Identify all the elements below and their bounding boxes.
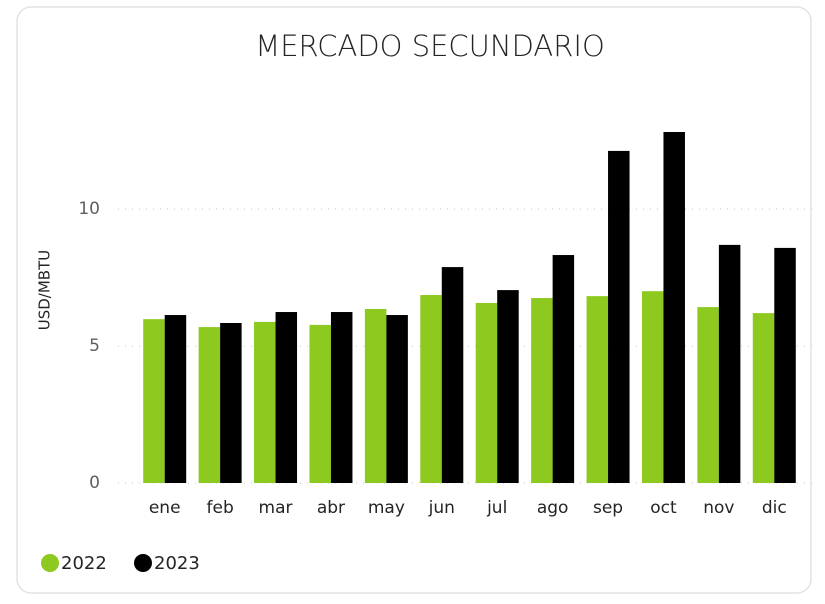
bar bbox=[531, 298, 553, 483]
bar bbox=[697, 307, 719, 483]
x-tick-label: dic bbox=[762, 498, 787, 518]
bar bbox=[752, 313, 775, 483]
bar bbox=[164, 315, 187, 483]
bar bbox=[364, 309, 387, 483]
bar bbox=[143, 319, 165, 483]
legend-marker bbox=[134, 554, 152, 572]
bar bbox=[309, 324, 331, 483]
bar bbox=[198, 327, 221, 483]
y-tick-label: 10 bbox=[78, 199, 100, 219]
legend-label: 2022 bbox=[61, 553, 107, 574]
x-tick-label: jun bbox=[428, 498, 455, 518]
x-tick-label: oct bbox=[650, 498, 677, 518]
bar bbox=[386, 315, 408, 483]
bar bbox=[552, 255, 575, 483]
chart-title: MERCADO SECUNDARIO bbox=[255, 29, 605, 63]
x-tick-label: may bbox=[368, 498, 405, 518]
bar bbox=[254, 321, 276, 483]
x-tick-label: mar bbox=[259, 498, 293, 518]
bar bbox=[774, 247, 796, 483]
bar bbox=[441, 267, 464, 483]
bar bbox=[420, 295, 442, 483]
bar bbox=[586, 296, 609, 483]
bar bbox=[663, 132, 685, 484]
x-tick-label: abr bbox=[317, 498, 345, 518]
x-tick-label: sep bbox=[593, 498, 623, 518]
bar bbox=[718, 244, 741, 483]
legend-label: 2023 bbox=[154, 553, 200, 574]
bar bbox=[220, 322, 242, 483]
x-tick-label: ago bbox=[537, 498, 569, 518]
x-tick-label: nov bbox=[703, 498, 734, 518]
y-tick-label: 5 bbox=[89, 336, 100, 356]
x-tick-label: feb bbox=[207, 498, 234, 518]
legend-marker bbox=[41, 554, 59, 572]
bar bbox=[608, 150, 630, 484]
x-tick-label: ene bbox=[149, 498, 181, 518]
card bbox=[16, 6, 812, 594]
y-tick-label: 0 bbox=[89, 473, 100, 493]
x-tick-label: jul bbox=[486, 498, 507, 518]
y-axis-label: USD/MBTU bbox=[36, 250, 54, 330]
bar bbox=[641, 291, 664, 483]
bar bbox=[475, 302, 498, 483]
bar bbox=[497, 290, 519, 483]
bar bbox=[330, 312, 353, 483]
bar bbox=[275, 312, 298, 483]
